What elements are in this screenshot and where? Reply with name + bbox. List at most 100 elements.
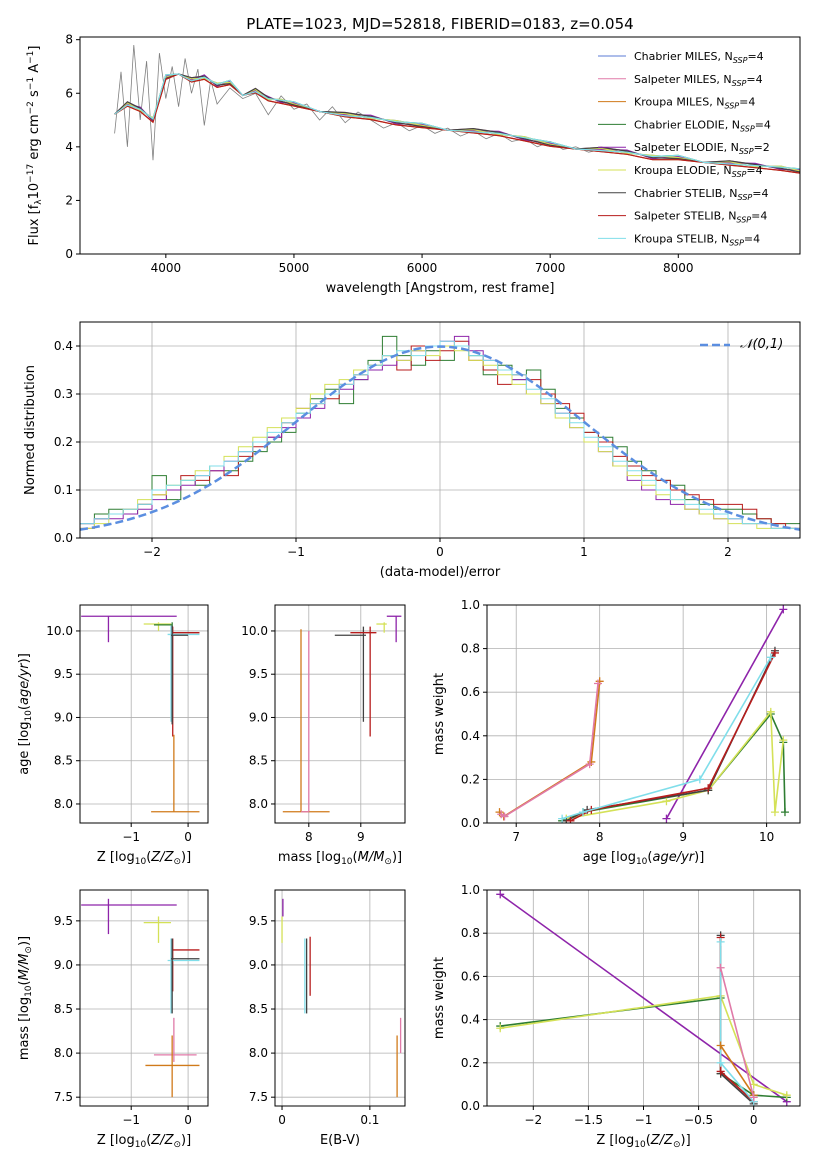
label-part: )]	[181, 850, 191, 865]
y-tick-label: 9.5	[249, 667, 268, 681]
weight-marker	[558, 814, 567, 823]
x-tick-label: 2	[724, 545, 732, 559]
y-tick-label: 0.4	[461, 729, 480, 743]
label-part: age [log	[17, 722, 32, 775]
weight-marker	[749, 1093, 758, 1102]
x-tick-label: −0.5	[684, 1113, 713, 1127]
y-tick-label: 0.0	[54, 531, 73, 545]
plot-area-residuals	[80, 335, 800, 538]
y-tick-label: 7.5	[54, 1090, 73, 1104]
weight-marker	[716, 1067, 725, 1076]
x-tick-label: −1	[122, 1113, 140, 1127]
weight-marker	[779, 605, 788, 614]
x-tick-label: −2	[524, 1113, 542, 1127]
label-part: ⊙	[24, 946, 34, 954]
label-part: (	[646, 1133, 651, 1148]
label-part: erg cm	[27, 114, 42, 163]
y-axis-label: mass weight	[432, 673, 447, 755]
label-part: −1	[26, 77, 36, 90]
panel-mass-vs-Z: −1 07.58.08.59.09.5Z [log10(Z/Z⊙)]mass [l…	[17, 889, 209, 1150]
legend-value: =4	[747, 50, 763, 63]
x-tick-label: 8	[596, 830, 604, 844]
weight-marker	[716, 937, 725, 946]
label-part: )]	[681, 1133, 691, 1148]
weight-marker	[782, 1091, 791, 1100]
x-tick-label: 8000	[663, 261, 694, 275]
legend-value: =4	[755, 118, 771, 131]
legend-sub: SSP	[738, 193, 753, 202]
weight-marker	[585, 760, 594, 769]
label-part: 10	[634, 1140, 646, 1150]
model-spectrum	[114, 73, 800, 174]
legend-value: =4	[746, 164, 762, 177]
y-axis-label: Flux [fλ10−17 erg cm−2 s−1 A−1]	[26, 46, 44, 246]
x-tick-label: −1	[287, 545, 305, 559]
model-spectrum	[114, 73, 800, 173]
y-tick-label: 4	[65, 140, 73, 154]
label-part: ⊙	[673, 1140, 681, 1150]
legend-value: =4	[746, 73, 762, 86]
legend-text: Chabrier STELIB, N	[634, 187, 738, 200]
x-tick-label: −1	[635, 1113, 653, 1127]
x-axis-label: Z [log10(Z/Z⊙)]	[97, 1133, 191, 1150]
y-tick-label: 2	[65, 193, 73, 207]
weight-marker	[716, 1058, 725, 1067]
label-part: s	[27, 90, 42, 101]
legend-sub: SSP	[724, 102, 739, 111]
label-part: E(B-V)	[320, 1133, 360, 1148]
figure-title: PLATE=1023, MJD=52818, FIBERID=0183, z=0…	[246, 15, 633, 33]
y-tick-label: 9.0	[249, 958, 268, 972]
weight-line	[500, 994, 788, 1096]
label-part: )]	[392, 850, 402, 865]
label-part: 10	[341, 857, 353, 867]
weight-marker	[496, 890, 505, 899]
legend-entry: Chabrier STELIB, NSSP=4	[634, 187, 768, 202]
weight-line	[498, 681, 601, 818]
y-tick-label: 8.0	[249, 1046, 268, 1060]
legend-value: =2	[754, 141, 770, 154]
label-part: ⊙	[173, 1140, 181, 1150]
label-part: ⊙	[384, 857, 392, 867]
label-part: 10	[135, 1140, 147, 1150]
label-part: −2	[26, 101, 36, 114]
y-tick-label: 9.0	[54, 710, 73, 724]
label-part: ]	[27, 46, 42, 51]
y-tick-label: 0.0	[461, 816, 480, 830]
panel-weight-vs-Z: −2 −1.5 −1 −0.5 0 0.0 0.2 0.4 0.6 0.8 1.0 Z [log10(…	[432, 883, 801, 1150]
panel-residuals: −2 −1 0 1 2 0.0 0.1 0.2 0.3 0.4 (data-model)/error…	[23, 321, 801, 580]
plot-area-age-vs-Z	[81, 615, 200, 813]
y-tick-label: 8	[65, 33, 73, 47]
x-axis-label: (data-model)/error	[380, 565, 501, 580]
x-tick-label: 9	[679, 830, 687, 844]
legend-value: =4	[752, 187, 768, 200]
x-axis-label: E(B-V)	[320, 1133, 360, 1148]
legend-text: Chabrier MILES, N	[634, 50, 733, 63]
plot-area-mass-vs-Z	[81, 898, 200, 1098]
weight-line	[719, 1045, 755, 1096]
plot-area-age-vs-mass	[282, 615, 402, 813]
legend-entry: Salpeter ELODIE, NSSP=2	[634, 141, 770, 156]
legend-text: Salpeter STELIB, N	[634, 210, 736, 223]
y-tick-label: 0.8	[461, 926, 480, 940]
y-tick-label: 0.3	[54, 387, 73, 401]
y-tick-label: 0.1	[54, 483, 73, 497]
label-part: λ	[34, 199, 44, 205]
x-tick-label: −2	[143, 545, 161, 559]
x-tick-label: 7000	[535, 261, 566, 275]
label-part: (	[17, 705, 32, 710]
legend-entry: Salpeter STELIB, NSSP=4	[634, 210, 767, 225]
label-part: (data-model)/error	[380, 565, 501, 580]
y-tick-label: 7.5	[249, 1090, 268, 1104]
y-tick-label: 0.0	[461, 1099, 480, 1113]
label-part: age/yr	[652, 850, 695, 865]
legend-text: Kroupa MILES, N	[634, 96, 724, 109]
x-tick-label: 9	[357, 830, 365, 844]
x-tick-label: 0	[184, 830, 192, 844]
y-tick-label: 8.0	[54, 797, 73, 811]
y-axis-label: mass weight	[432, 957, 447, 1039]
label-part: −1	[26, 51, 36, 64]
y-tick-label: 0.2	[461, 772, 480, 786]
x-tick-label: 0	[750, 1113, 758, 1127]
legend-sub: SSP	[736, 216, 751, 225]
label-part: Z [log	[97, 850, 135, 865]
